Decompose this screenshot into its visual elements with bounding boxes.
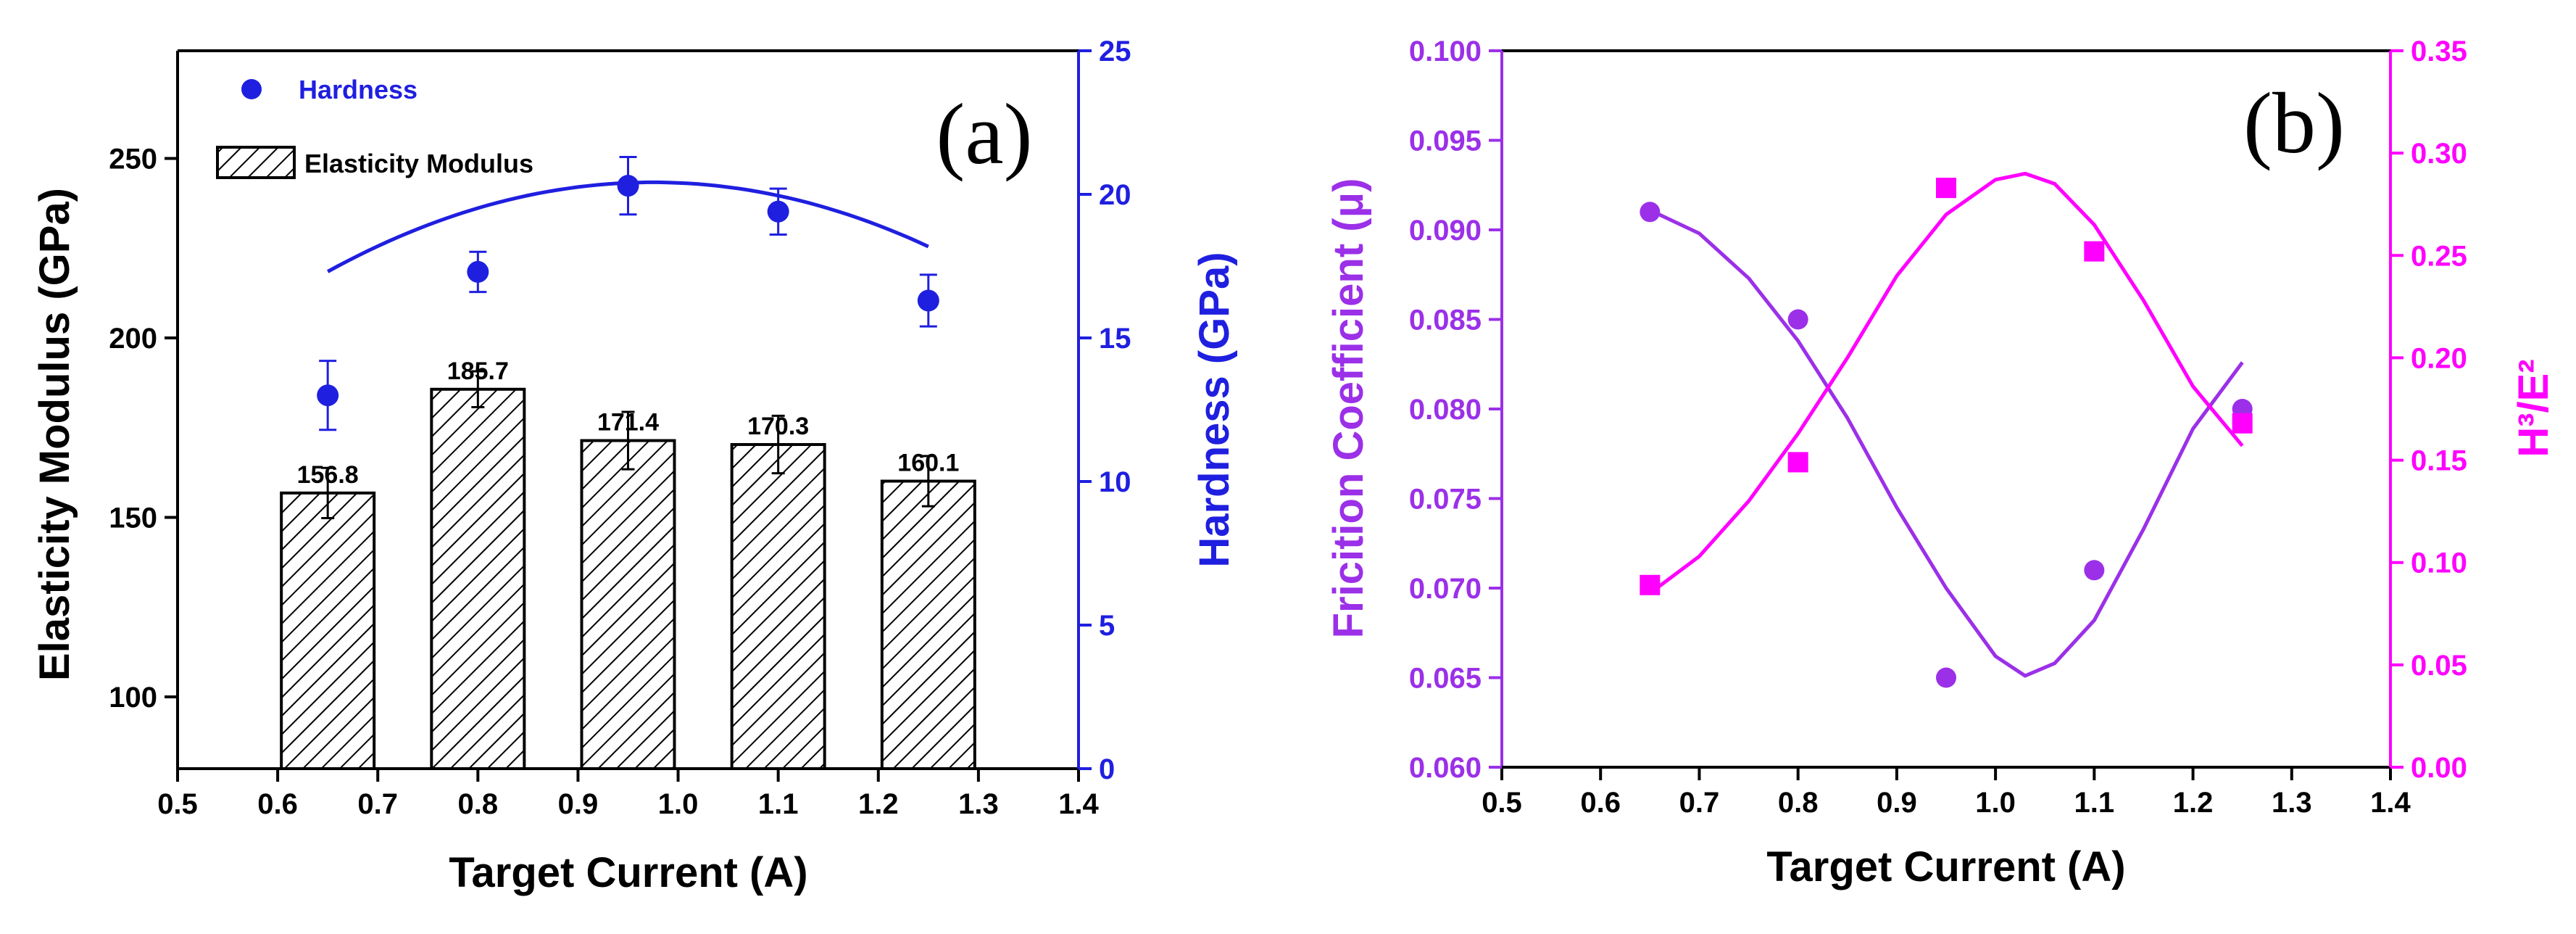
b-y2tick-label: 0.10 <box>2411 547 2467 579</box>
b-xlabel: Target Current (A) <box>1766 843 2125 890</box>
b-friction-point <box>1936 667 1956 688</box>
b-h3e2-point <box>1787 452 1808 473</box>
a-y2tick-label: 25 <box>1099 36 1131 67</box>
a-bar-label: 171.4 <box>597 409 659 437</box>
a-bar-label: 156.8 <box>297 461 359 489</box>
b-friction-point <box>1640 202 1661 223</box>
a-xtick-label: 0.8 <box>458 788 499 820</box>
a-hardness-point <box>917 289 939 312</box>
a-xlabel: Target Current (A) <box>449 849 807 896</box>
b-y2tick-label: 0.20 <box>2411 342 2467 374</box>
a-legend-hardness-marker <box>241 79 262 99</box>
a-bar-label: 185.7 <box>447 358 509 385</box>
a-hardness-point <box>317 384 339 407</box>
b-h3e2-point <box>2232 413 2253 434</box>
a-ytick-label: 200 <box>109 323 157 355</box>
b-y2tick-label: 0.15 <box>2411 445 2467 477</box>
b-ytick-label: 0.095 <box>1409 125 1482 157</box>
b-xtick-label: 1.3 <box>2272 787 2312 819</box>
a-xtick-label: 1.4 <box>1058 788 1099 820</box>
b-xtick-label: 0.9 <box>1877 787 1917 819</box>
a-xtick-label: 0.7 <box>357 788 398 820</box>
a-legend-modulus-label: Elasticity Modulus <box>304 149 533 178</box>
a-bar <box>280 491 376 771</box>
a-y2tick-label: 10 <box>1099 466 1131 498</box>
b-h3e2-point <box>1936 178 1956 199</box>
a-y2tick-label: 20 <box>1099 179 1131 211</box>
a-xtick-label: 1.2 <box>858 788 899 820</box>
b-ytick-label: 0.085 <box>1409 305 1482 336</box>
b-friction-point <box>1787 309 1808 330</box>
b-h3e2-point <box>1640 574 1661 595</box>
a-ytick-label: 100 <box>109 682 157 714</box>
b-xtick-label: 1.4 <box>2370 787 2411 819</box>
b-xtick-label: 0.5 <box>1482 787 1522 819</box>
a-hardness-point <box>467 260 489 283</box>
b-friction-point <box>2084 560 2105 581</box>
b-ylabel: Fricition Coefficient (μ) <box>1325 178 1372 639</box>
b-h3e2-fit-line <box>1648 171 2244 595</box>
a-legend-modulus-swatch <box>216 146 296 179</box>
a-y2tick-label: 15 <box>1099 323 1131 355</box>
a-bar-label: 160.1 <box>897 450 959 477</box>
a-ytick-label: 150 <box>109 503 157 534</box>
a-xtick-label: 1.0 <box>658 788 699 820</box>
b-xtick-label: 0.6 <box>1580 787 1621 819</box>
a-hardness-point <box>767 200 789 223</box>
b-ytick-label: 0.065 <box>1409 663 1482 695</box>
a-legend-hardness-label: Hardness <box>299 75 417 104</box>
a-bar <box>730 443 826 770</box>
a-bar-label: 170.3 <box>747 413 809 440</box>
a-bar <box>580 439 676 770</box>
b-y2label: H³/E² <box>2510 359 2557 457</box>
a-bar <box>430 387 526 770</box>
b-y2tick-label: 0.00 <box>2411 752 2467 784</box>
b-xtick-label: 0.7 <box>1679 787 1720 819</box>
a-hardness-point <box>617 175 639 197</box>
a-ylabel: Elasticity Modulus (GPa) <box>31 188 78 681</box>
b-xtick-label: 1.2 <box>2173 787 2214 819</box>
b-h3e2-point <box>2084 241 2105 262</box>
a-y2tick-label: 0 <box>1099 753 1115 785</box>
b-friction-fit-line <box>1649 208 2244 678</box>
a-y2tick-label: 5 <box>1099 610 1115 642</box>
b-ytick-label: 0.060 <box>1409 752 1482 784</box>
b-panel-label: (b) <box>2243 75 2345 171</box>
b-ytick-label: 0.100 <box>1409 36 1482 67</box>
a-xtick-label: 0.9 <box>558 788 599 820</box>
a-bar <box>880 479 976 770</box>
b-y2tick-label: 0.25 <box>2411 240 2467 272</box>
b-ytick-label: 0.080 <box>1409 394 1482 426</box>
b-ytick-label: 0.090 <box>1409 215 1482 247</box>
a-xtick-label: 0.5 <box>157 788 198 820</box>
a-ytick-label: 250 <box>109 144 157 175</box>
b-ytick-label: 0.075 <box>1409 484 1482 516</box>
b-y2tick-label: 0.05 <box>2411 650 2467 682</box>
a-y2label: Hardness (GPa) <box>1191 252 1238 567</box>
b-xtick-label: 0.8 <box>1778 787 1819 819</box>
b-xtick-label: 1.0 <box>1975 787 2016 819</box>
a-xtick-label: 0.6 <box>257 788 298 820</box>
a-xtick-label: 1.3 <box>958 788 999 820</box>
b-y2tick-label: 0.30 <box>2411 138 2467 170</box>
a-xtick-label: 1.1 <box>758 788 799 820</box>
b-ytick-label: 0.070 <box>1409 573 1482 605</box>
b-xtick-label: 1.1 <box>2074 787 2115 819</box>
a-panel-label: (a) <box>936 86 1032 182</box>
b-y2tick-label: 0.35 <box>2411 36 2467 67</box>
